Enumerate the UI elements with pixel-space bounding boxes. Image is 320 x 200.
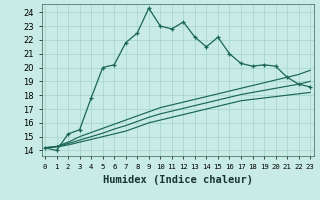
X-axis label: Humidex (Indice chaleur): Humidex (Indice chaleur) xyxy=(103,175,252,185)
